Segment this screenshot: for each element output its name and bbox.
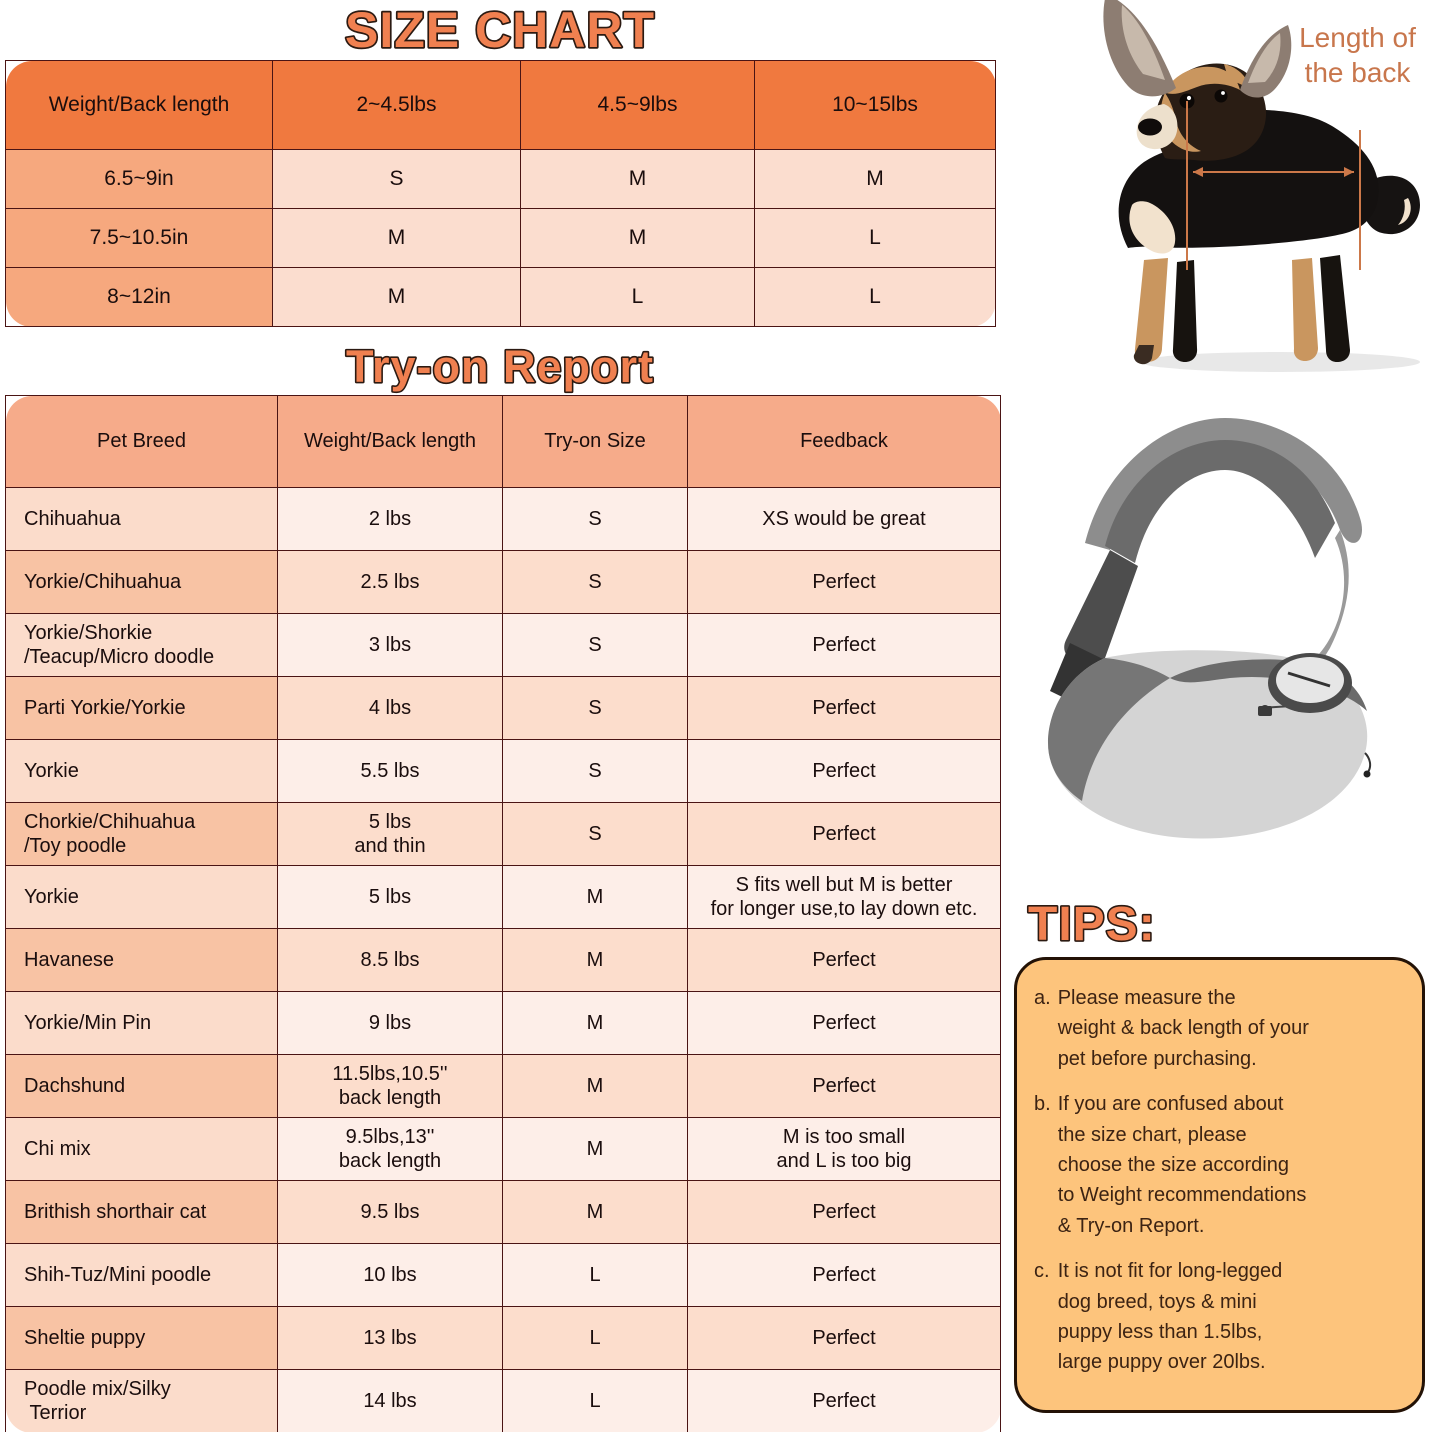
svg-text:SIZE CHART: SIZE CHART	[345, 2, 655, 58]
svg-text:Try-on Report: Try-on Report	[346, 341, 654, 392]
svg-text:TIPS:: TIPS:	[1028, 898, 1156, 951]
